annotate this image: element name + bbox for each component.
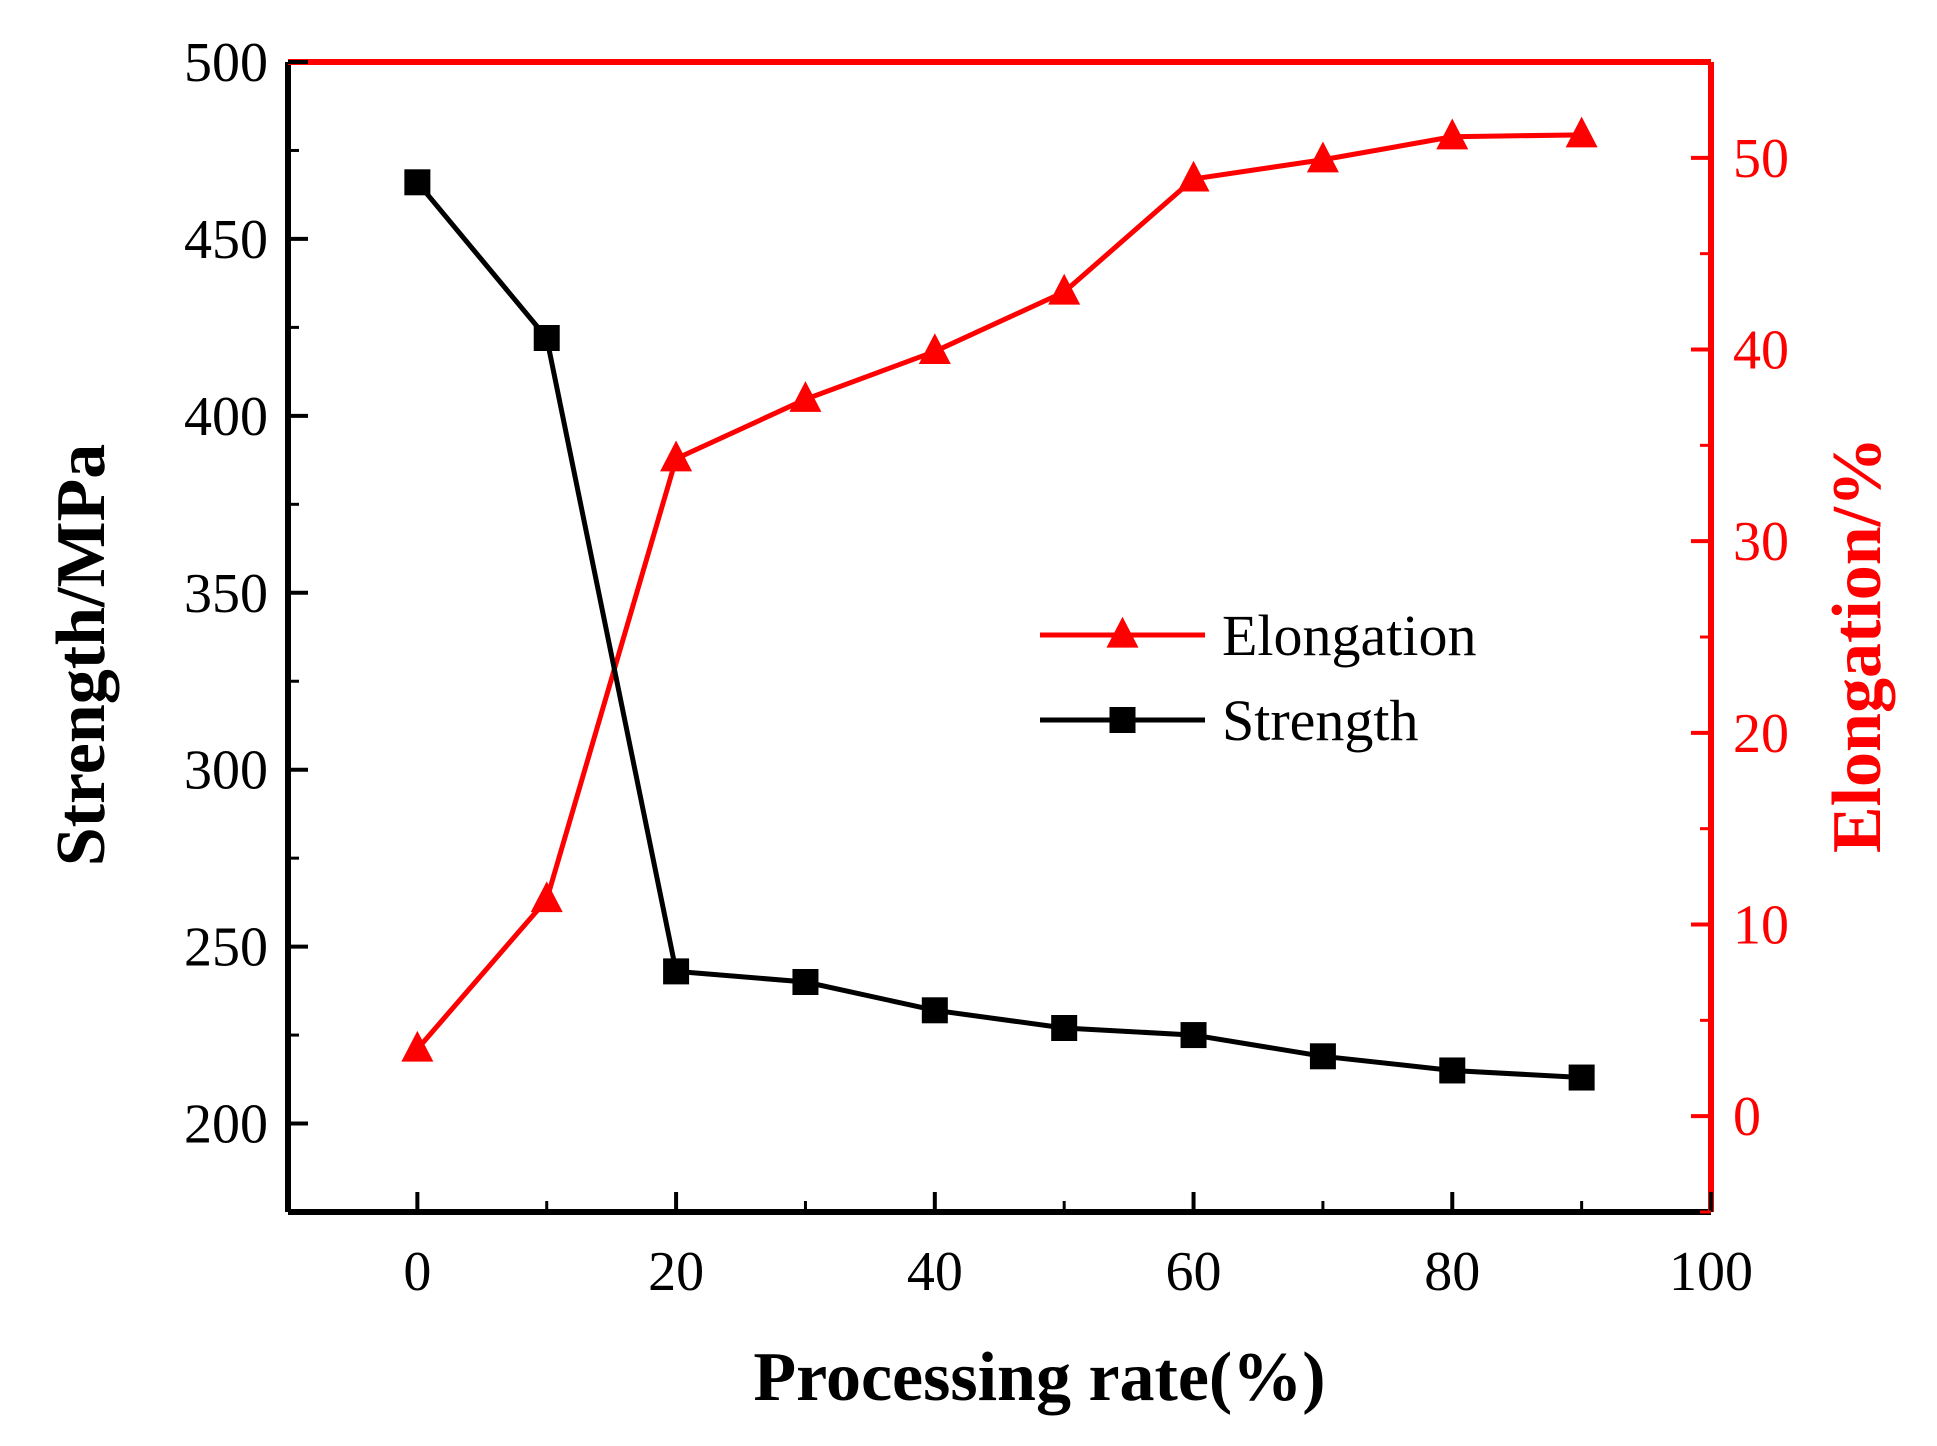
x-tick-label: 40 [907,1241,963,1303]
elongation-point [918,333,951,365]
x-axis-title: Processing rate(%) [753,1339,1325,1416]
strength-point [404,169,431,196]
right-y-tick-label: 0 [1733,1086,1761,1148]
elongation-point [1177,160,1210,192]
elongation-point [1048,273,1081,305]
left-y-tick-label: 250 [184,917,268,979]
x-tick-label: 60 [1166,1241,1222,1303]
strength-point [792,969,819,995]
strength-point [1051,1015,1078,1041]
elongation-point [1306,141,1339,173]
strength-point [921,997,948,1024]
left-y-tick-label: 300 [184,740,268,802]
legend: Elongation Strength [1040,603,1477,753]
elongation-point [660,440,693,472]
strength-point [1439,1057,1466,1084]
legend-elongation-marker [1106,616,1139,648]
x-tick-label: 100 [1669,1241,1753,1303]
right-y-tick-label: 20 [1733,703,1789,765]
strength-line [415,180,1582,1081]
x-tick-label: 0 [403,1241,431,1303]
elongation-line [415,132,1582,1051]
labels-layer: 0 20 40 60 80 100 200 250 300 350 400 450 500 0 10 20 30… [43,32,1896,1416]
left-y-tick-label: 450 [184,209,268,271]
strength-point [1309,1043,1336,1070]
left-y-tick-label: 400 [184,386,268,448]
elongation-point [401,1030,434,1062]
strength-point [1180,1022,1207,1049]
elongation-point [789,381,822,412]
right-y-tick-label: 30 [1733,511,1789,573]
right-y-tick-label: 10 [1733,895,1789,957]
series-layer [401,116,1598,1091]
strength-point [663,958,690,985]
legend-elongation-label: Elongation [1222,603,1477,668]
elongation-point [530,881,563,913]
strength-point [1568,1064,1595,1091]
left-y-tick-label: 200 [184,1094,268,1156]
legend-strength-label: Strength [1222,688,1419,753]
right-y-tick-label: 40 [1733,320,1789,382]
left-y-axis-title: Strength/MPa [43,444,120,867]
legend-strength-marker [1109,707,1136,733]
x-tick-label: 80 [1424,1241,1480,1303]
elongation-point [1436,118,1469,150]
left-y-tick-label: 350 [184,563,268,625]
left-y-tick-label: 500 [184,32,268,94]
right-y-tick-label: 50 [1733,128,1789,190]
axes-layer [285,59,1714,1215]
x-tick-label: 20 [648,1241,704,1303]
elongation-point [1565,116,1598,148]
strength-point [533,325,560,351]
right-y-axis-title: Elongation/% [1819,437,1896,853]
